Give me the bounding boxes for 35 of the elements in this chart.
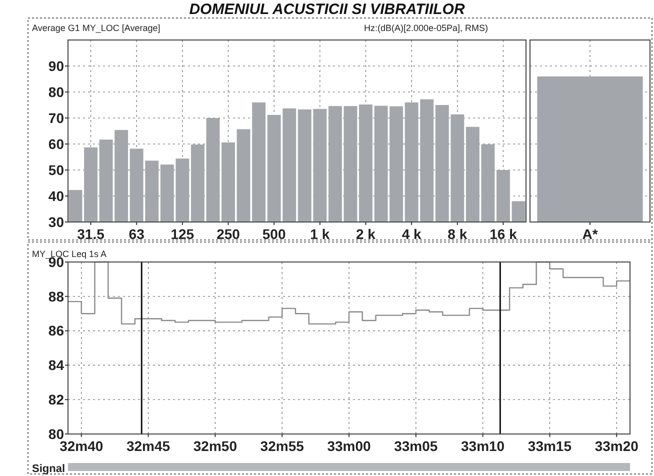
x-tick-label: 2 k — [356, 226, 376, 242]
y-tick-label: 70 — [48, 110, 64, 126]
x-tick-label: 33m10 — [461, 438, 505, 454]
x-tick-label: 250 — [216, 226, 240, 242]
x-tick-label: 33m15 — [528, 438, 572, 454]
y-tick-label: 88 — [48, 288, 64, 304]
x-tick-label: 33m05 — [394, 438, 438, 454]
y-tick-label: 84 — [48, 357, 64, 374]
x-tick-label: 33m20 — [594, 438, 639, 454]
x-tick-label: A* — [582, 226, 598, 242]
y-tick-label: 40 — [48, 188, 64, 204]
x-tick-label: 31.5 — [77, 226, 105, 242]
x-tick-label: 125 — [170, 226, 194, 242]
y-tick-label: 82 — [48, 392, 64, 408]
x-tick-label: 8 k — [448, 226, 468, 242]
y-tick-label: 50 — [48, 162, 64, 178]
chart-subtitle: Average G1 MY_LOC [Average] — [32, 23, 160, 33]
text: Hz:(dB(A)[2.000e-05Pa], RMS) — [364, 23, 488, 33]
x-tick-label: 1 k — [310, 226, 330, 242]
y-tick-label: 90 — [48, 58, 64, 74]
x-tick-label: 32m55 — [260, 438, 304, 454]
text: Signal — [32, 463, 66, 475]
y-tick-label: 60 — [48, 136, 64, 152]
x-tick-label: 32m50 — [193, 438, 238, 454]
x-tick-label: 4 k — [402, 226, 422, 242]
x-tick-label: 63 — [128, 226, 145, 242]
chart-title: MY_LOC Leq 1s A — [32, 249, 107, 259]
y-tick-label: 30 — [48, 214, 64, 230]
chart-title: DOMENIUL ACUSTICII SI VIBRATIILOR — [189, 1, 465, 18]
y-tick-label: 80 — [48, 84, 64, 100]
y-tick-label: 86 — [48, 322, 64, 339]
x-tick-label: 16 k — [490, 226, 518, 242]
x-tick-label: 500 — [262, 226, 286, 242]
x-tick-label: 32m45 — [126, 438, 170, 454]
x-tick-label: 33m00 — [327, 438, 372, 454]
